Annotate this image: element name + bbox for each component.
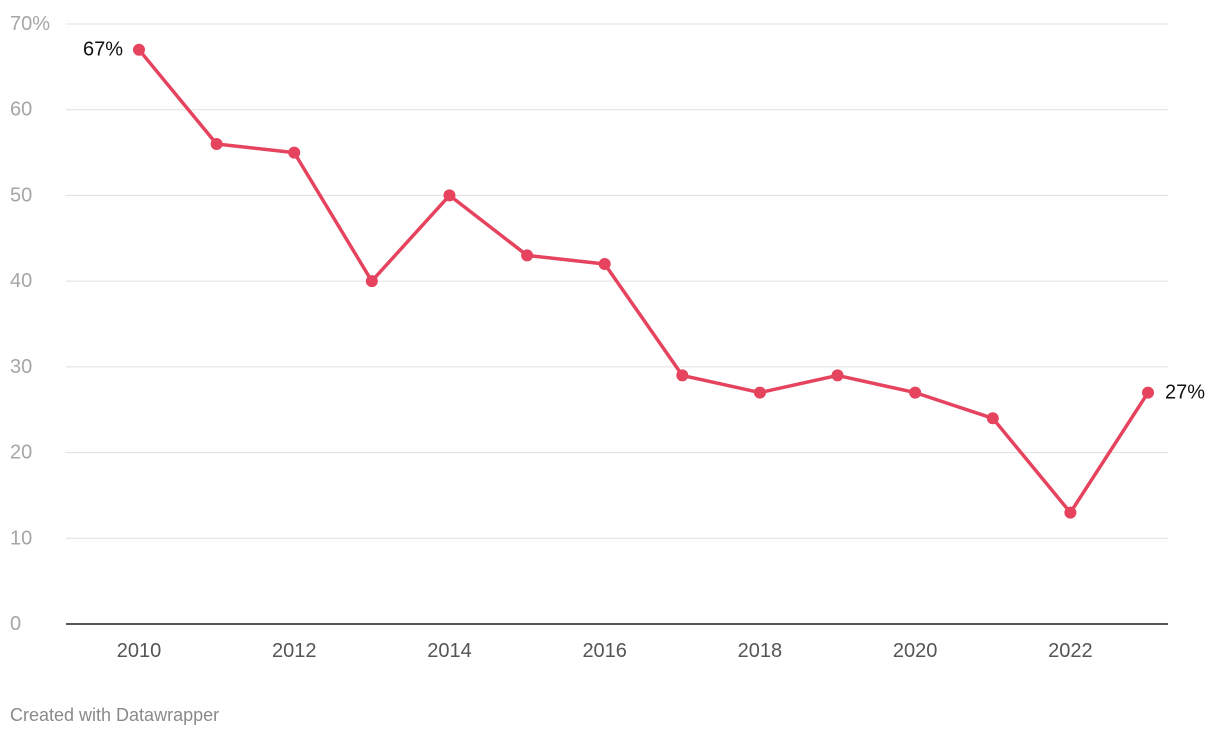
data-point <box>288 146 301 159</box>
y-tick-label: 60 <box>10 99 32 121</box>
y-tick-label: 10 <box>10 527 32 549</box>
data-point <box>133 43 145 56</box>
data-point <box>210 138 223 150</box>
data-point <box>443 189 456 202</box>
data-point <box>831 369 844 382</box>
data-labels: 67% 27% <box>83 39 1205 404</box>
gridlines <box>66 23 1168 539</box>
y-tick-label: 20 <box>10 442 32 464</box>
data-point <box>1064 506 1077 519</box>
x-tick-label: 2020 <box>893 640 938 662</box>
data-point <box>753 386 766 399</box>
x-tick-label: 2014 <box>427 640 472 662</box>
x-tick-label: 2016 <box>582 640 627 662</box>
y-tick-label: 0 <box>10 613 21 635</box>
data-points <box>133 43 1154 519</box>
x-tick-label: 2010 <box>117 640 162 662</box>
x-tick-label: 2022 <box>1048 640 1093 662</box>
y-tick-label: 70% <box>10 13 50 35</box>
data-point <box>1142 386 1154 399</box>
x-axis-tick-labels: 2010 2012 2014 2016 2018 2020 2022 <box>117 640 1093 662</box>
data-point <box>365 275 378 288</box>
series-line <box>137 47 1150 515</box>
data-point <box>598 258 611 270</box>
x-tick-label: 2018 <box>738 640 783 662</box>
line-chart: 0 10 20 30 40 50 60 70% 2010 2012 2014 2016 2018 202… <box>10 13 1205 662</box>
y-tick-label: 50 <box>10 184 32 206</box>
y-tick-label: 40 <box>10 270 32 292</box>
data-point <box>521 249 534 262</box>
data-point <box>986 412 999 425</box>
data-label: 67% <box>83 39 123 61</box>
data-label: 27% <box>1165 382 1205 404</box>
y-axis-tick-labels: 0 10 20 30 40 50 60 70% <box>10 13 50 635</box>
data-point <box>676 369 689 382</box>
y-tick-label: 30 <box>10 356 32 378</box>
data-point <box>909 386 922 399</box>
footer-credit: Created with Datawrapper <box>10 705 220 725</box>
x-tick-label: 2012 <box>272 640 317 662</box>
